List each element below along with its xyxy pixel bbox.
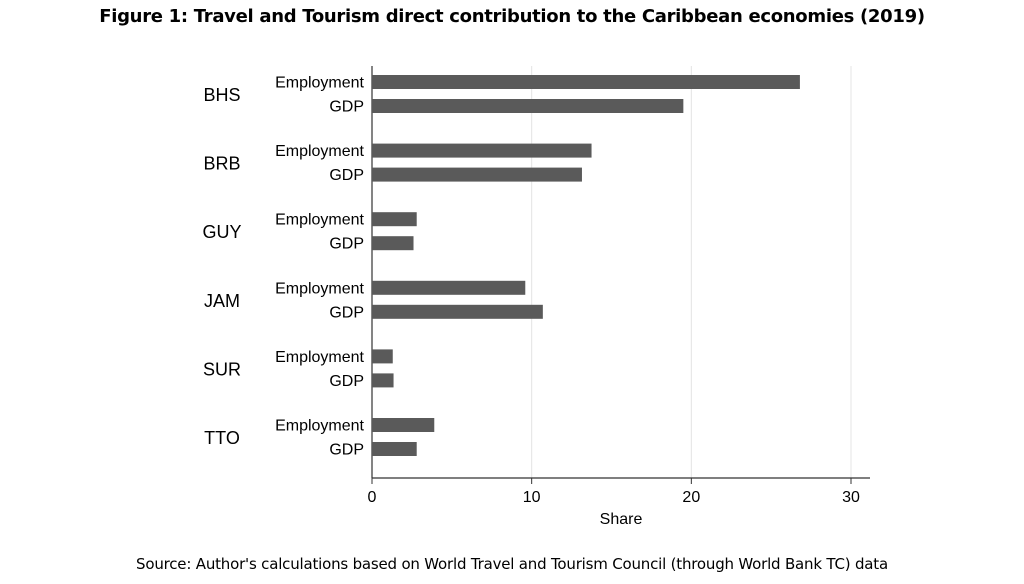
bar-sub-label: Employment [275, 349, 364, 366]
bar-tto-employment [372, 418, 435, 432]
bar-brb-gdp [372, 167, 582, 182]
bar-sub-label: GDP [329, 373, 364, 390]
category-label: JAM [204, 291, 240, 311]
x-axis-label: Share [600, 511, 643, 528]
category-label: TTO [204, 428, 240, 448]
x-tick-label: 20 [682, 489, 700, 506]
category-label: BRB [203, 154, 240, 174]
bar-sub-label: GDP [329, 236, 364, 253]
bar-sub-label: GDP [329, 304, 364, 321]
bar-jam-gdp [372, 304, 543, 319]
bar-sub-label: Employment [275, 212, 364, 229]
bar-bhs-gdp [372, 99, 684, 113]
category-label: SUR [203, 359, 241, 379]
bar-guy-gdp [372, 236, 414, 251]
x-tick-label: 10 [523, 489, 541, 506]
bar-brb-employment [372, 143, 592, 158]
bar-tto-gdp [372, 442, 417, 456]
bar-guy-employment [372, 212, 417, 227]
bar-sub-label: Employment [275, 418, 364, 435]
bar-sub-label: GDP [329, 167, 364, 184]
chart-title: Figure 1: Travel and Tourism direct cont… [99, 6, 925, 27]
bar-sub-label: GDP [329, 99, 364, 116]
bar-sur-employment [372, 349, 393, 364]
bar-sub-label: Employment [275, 75, 364, 92]
chart-source: Source: Author's calculations based on W… [136, 555, 888, 573]
bar-sur-gdp [372, 373, 394, 388]
bar-sub-label: Employment [275, 143, 364, 160]
category-label: BHS [203, 85, 240, 105]
x-tick-label: 0 [368, 489, 377, 506]
bar-sub-label: Employment [275, 280, 364, 297]
x-tick-label: 30 [842, 489, 860, 506]
category-label: GUY [202, 222, 241, 242]
bar-jam-employment [372, 280, 526, 295]
bar-sub-label: GDP [329, 442, 364, 459]
bar-bhs-employment [372, 75, 800, 89]
